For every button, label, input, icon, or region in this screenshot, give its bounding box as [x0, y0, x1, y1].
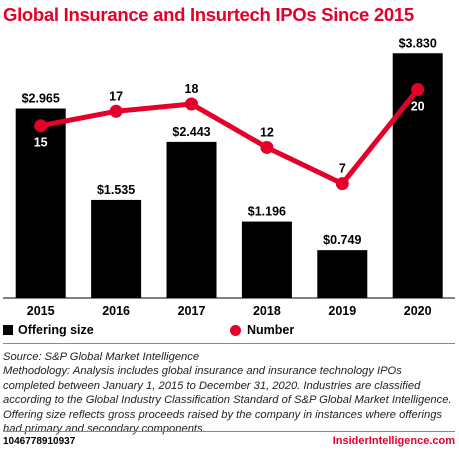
- number-value-label-2017: 18: [185, 82, 199, 96]
- number-value-label-2016: 17: [109, 89, 123, 103]
- x-tick-label-2015: 2015: [27, 304, 55, 318]
- bar-2016: [91, 199, 142, 298]
- x-tick-label-2020: 2020: [404, 304, 432, 318]
- number-point-2017: [185, 97, 198, 111]
- x-tick-label-2018: 2018: [253, 304, 281, 318]
- bar-value-label-2019: $0.749: [323, 233, 361, 247]
- number-point-2020: [411, 83, 425, 97]
- bar-2019: [317, 250, 368, 298]
- chart-title: Global Insurance and Insurtech IPOs Sinc…: [3, 4, 414, 25]
- bar-value-label-2020: $3.830: [399, 36, 437, 50]
- chart-plot: $2.9652015$1.5352016$2.4432017$1.1962018…: [3, 36, 455, 318]
- bar-value-label-2016: $1.535: [97, 183, 135, 197]
- methodology-note: Methodology: Analysis includes global in…: [3, 365, 452, 435]
- number-point-2018: [260, 140, 274, 154]
- number-point-2016: [109, 104, 123, 118]
- number-point-2015: [34, 119, 48, 133]
- number-point-2019: [335, 177, 349, 191]
- chart-id: 1046778910937: [3, 436, 76, 447]
- legend-item-number: Number: [230, 323, 294, 337]
- legend-item-offering-size: Offering size: [3, 323, 94, 337]
- divider-top: [3, 343, 455, 344]
- bar-2018: [241, 221, 292, 298]
- legend-label-number: Number: [247, 323, 295, 337]
- x-tick-label-2016: 2016: [102, 304, 130, 318]
- x-tick-label-2017: 2017: [178, 304, 206, 318]
- bar-value-label-2017: $2.443: [172, 125, 210, 139]
- x-tick-label-2019: 2019: [328, 304, 356, 318]
- bar-2015: [15, 108, 66, 298]
- bar-value-label-2018: $1.196: [248, 205, 286, 219]
- number-value-label-2019: 7: [339, 162, 346, 176]
- source-note: Source: S&P Global Market Intelligence: [3, 351, 200, 363]
- legend-swatch-bar: [3, 325, 13, 335]
- bar-2017: [166, 141, 217, 298]
- number-value-label-2018: 12: [260, 125, 274, 139]
- legend-swatch-line: [230, 324, 241, 336]
- legend-label-offering-size: Offering size: [18, 323, 94, 337]
- divider-bottom: [3, 431, 455, 432]
- number-value-label-2015: 15: [34, 136, 48, 150]
- brand-link[interactable]: InsiderIntelligence.com: [332, 435, 455, 447]
- number-series-line: [38, 87, 421, 187]
- number-value-label-2020: 20: [411, 100, 425, 114]
- bar-value-label-2015: $2.965: [22, 92, 60, 106]
